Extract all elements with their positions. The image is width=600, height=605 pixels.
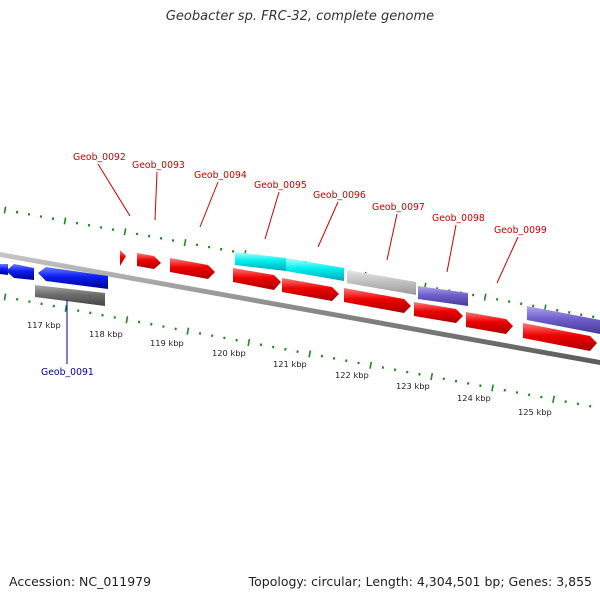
inner-major-tick <box>431 373 432 380</box>
gene-feature-gray-0091 <box>35 285 105 306</box>
outer-major-tick <box>485 294 486 301</box>
outer-minor-tick <box>137 233 138 235</box>
kbp-label: 121 kbp <box>273 359 307 369</box>
gene-label[interactable]: Geob_0093 <box>132 160 185 171</box>
inner-major-tick <box>248 339 249 346</box>
kbp-label: 118 kbp <box>89 329 123 339</box>
inner-minor-tick <box>407 371 408 373</box>
gene-leader-line <box>155 172 157 220</box>
kbp-label: 117 kbp <box>27 320 61 330</box>
gene-label[interactable]: Geob_0098 <box>432 213 485 224</box>
gene-feature-blue-a <box>0 264 8 275</box>
gene-label[interactable]: Geob_0091 <box>41 367 94 378</box>
inner-major-tick <box>126 316 127 323</box>
inner-minor-tick <box>41 303 42 305</box>
gene-label[interactable]: Geob_0099 <box>494 225 547 236</box>
outer-major-tick <box>124 228 125 235</box>
kbp-label: 125 kbp <box>518 407 552 417</box>
gene-leader-line <box>387 214 397 260</box>
inner-minor-tick <box>419 373 420 375</box>
gene-feature-blue-b <box>6 264 34 280</box>
outer-major-tick <box>4 207 5 214</box>
outer-minor-tick <box>473 294 474 296</box>
inner-minor-tick <box>78 310 79 312</box>
gene-leader-line <box>98 164 130 216</box>
inner-minor-tick <box>322 355 323 357</box>
inner-minor-tick <box>200 332 201 334</box>
gene-feature-cyan-0095 <box>235 252 286 271</box>
inner-minor-tick <box>529 394 530 396</box>
gene-leader-line <box>497 237 518 283</box>
inner-minor-tick <box>54 305 55 307</box>
outer-minor-tick <box>509 300 510 302</box>
kbp-label: 123 kbp <box>396 381 430 391</box>
gene-label[interactable]: Geob_0097 <box>372 202 425 213</box>
inner-minor-tick <box>285 348 286 350</box>
gene-leader-line <box>265 192 279 239</box>
gene-leader-line <box>318 202 338 247</box>
inner-major-tick <box>65 305 66 312</box>
gene-label[interactable]: Geob_0096 <box>313 190 366 201</box>
inner-major-tick <box>187 328 188 335</box>
outer-major-tick <box>184 239 185 246</box>
inner-minor-tick <box>163 325 164 327</box>
kbp-label: 124 kbp <box>457 393 491 403</box>
kbp-label: 122 kbp <box>335 370 369 380</box>
gene-feature-red-0093 <box>137 253 161 269</box>
gene-label[interactable]: Geob_0095 <box>254 180 307 191</box>
kbp-label: 119 kbp <box>150 338 184 348</box>
gene-feature-red-0092 <box>120 250 126 266</box>
gene-label[interactable]: Geob_0094 <box>194 170 247 181</box>
inner-tick-ring <box>4 294 590 408</box>
gene-leader-line <box>200 182 218 227</box>
gene-feature-red-0098c <box>466 312 513 334</box>
gene-label[interactable]: Geob_0092 <box>73 152 126 163</box>
map-title: Geobacter sp. FRC-32, complete genome <box>0 9 600 24</box>
inner-minor-tick <box>517 391 518 393</box>
gene-feature-red-0096b <box>282 278 339 301</box>
outer-minor-tick <box>161 237 162 239</box>
outer-major-tick <box>64 218 65 225</box>
gene-feature-red-0098b <box>414 302 463 323</box>
gene-feature-red-0095b <box>233 268 281 290</box>
outer-minor-tick <box>149 235 150 237</box>
inner-minor-tick <box>175 328 176 330</box>
outer-minor-tick <box>173 239 174 241</box>
accession-text: Accession: NC_011979 <box>9 574 151 589</box>
gene-feature-purple-0098 <box>418 286 468 306</box>
inner-major-tick <box>370 362 371 369</box>
inner-minor-tick <box>297 350 298 352</box>
outer-minor-tick <box>197 244 198 246</box>
gene-feature-cyan-0096 <box>286 258 344 281</box>
inner-major-tick <box>553 396 554 403</box>
kbp-label: 120 kbp <box>212 348 246 358</box>
inner-major-tick <box>492 385 493 392</box>
inner-major-tick <box>309 350 310 357</box>
gene-feature-red-0094 <box>170 258 215 279</box>
inner-minor-tick <box>541 396 542 398</box>
gene-leader-line <box>447 225 456 272</box>
kbp-labels: 117 kbp 118 kbp 119 kbp 120 kbp 121 kbp 122 k… <box>27 320 552 417</box>
genome-summary-text: Topology: circular; Length: 4,304,501 bp… <box>249 574 592 589</box>
inner-major-tick <box>4 294 5 301</box>
outer-minor-tick <box>497 298 498 300</box>
